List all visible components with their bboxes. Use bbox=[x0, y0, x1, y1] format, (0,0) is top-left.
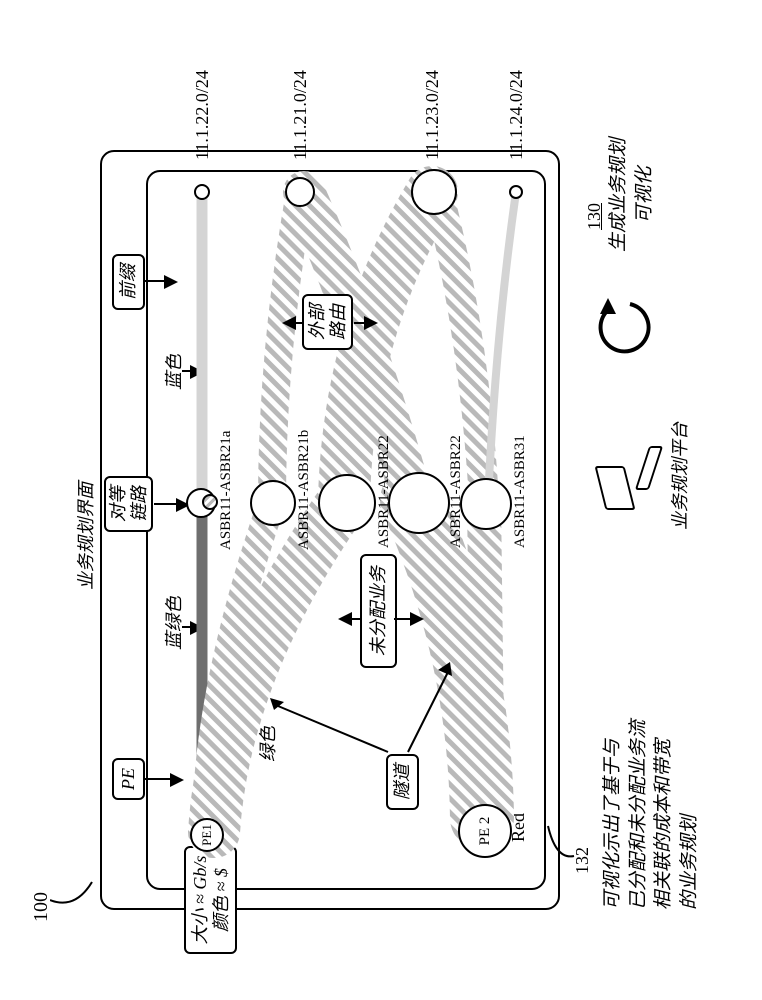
peer-label-4: ASBR11-ASBR22 bbox=[448, 435, 465, 548]
node-pe2: PE 2 bbox=[458, 804, 512, 858]
platform-label: 业务规划平台 bbox=[666, 422, 692, 530]
peer-label-3: ASBR11-ASBR22 bbox=[376, 435, 393, 548]
unassigned-line-up bbox=[350, 618, 362, 620]
right-l1: 生成业务规划 bbox=[606, 110, 632, 280]
ext-down bbox=[364, 316, 378, 330]
ip-2: 11.1.21.0/24 bbox=[290, 70, 311, 160]
peer-5 bbox=[460, 478, 512, 530]
node-pe1: PE1 bbox=[190, 818, 224, 852]
ref-132-hook bbox=[546, 816, 576, 862]
bottom-l2: 已分配和未分配业务流 bbox=[626, 650, 652, 910]
ref-130: 130 bbox=[584, 203, 605, 230]
callout-prefix: 前缀 bbox=[112, 254, 145, 310]
node-pe2-label: PE 2 bbox=[477, 817, 494, 846]
bottom-l1: 可视化示出了基于与 bbox=[600, 650, 626, 910]
node-pe1-label: PE1 bbox=[199, 824, 215, 846]
peer-2 bbox=[250, 480, 296, 526]
peer-label-2: ASBR11-ASBR21b bbox=[296, 430, 313, 550]
figure-stage: 100 业务规划界面 PE 对等 链路 前缀 大小 ≈ Gb/s 颜色 ≈ $ … bbox=[60, 70, 700, 950]
unassigned-down bbox=[410, 612, 424, 626]
figure-number-hook bbox=[50, 870, 100, 910]
bottom-annotation: 可视化示出了基于与 已分配和未分配业务流 相关联的成本和带宽 的业务规划 bbox=[600, 650, 703, 910]
ip-1: 11.1.22.0/24 bbox=[192, 70, 213, 160]
panel-title: 业务规划界面 bbox=[72, 482, 98, 590]
callout-ext-route: 外部 路由 bbox=[302, 294, 353, 350]
peer-4 bbox=[388, 472, 450, 534]
computer-icon bbox=[600, 440, 660, 510]
peer-label-5: ASBR11-ASBR31 bbox=[512, 435, 529, 548]
ip-3: 11.1.23.0/24 bbox=[422, 70, 443, 160]
ip-4: 11.1.24.0/24 bbox=[506, 70, 527, 160]
peer-label-1: ASBR11-ASBR21a bbox=[218, 431, 235, 550]
bottom-l4: 的业务规划 bbox=[677, 650, 703, 910]
refresh-arrow-icon bbox=[596, 290, 660, 360]
callout-unassigned: 未分配业务 bbox=[360, 554, 397, 668]
ext-route-text: 外部 路由 bbox=[307, 304, 348, 340]
right-l2: 可视化 bbox=[632, 110, 658, 280]
callout-pe: PE bbox=[112, 758, 145, 800]
bottom-l3: 相关联的成本和带宽 bbox=[651, 650, 677, 910]
ext-line-up bbox=[294, 322, 304, 324]
peer-3 bbox=[318, 474, 376, 532]
right-annotation: 生成业务规划 可视化 bbox=[606, 110, 657, 280]
callout-tunnel: 隧道 bbox=[386, 754, 419, 810]
peer-1-inner bbox=[202, 494, 218, 510]
